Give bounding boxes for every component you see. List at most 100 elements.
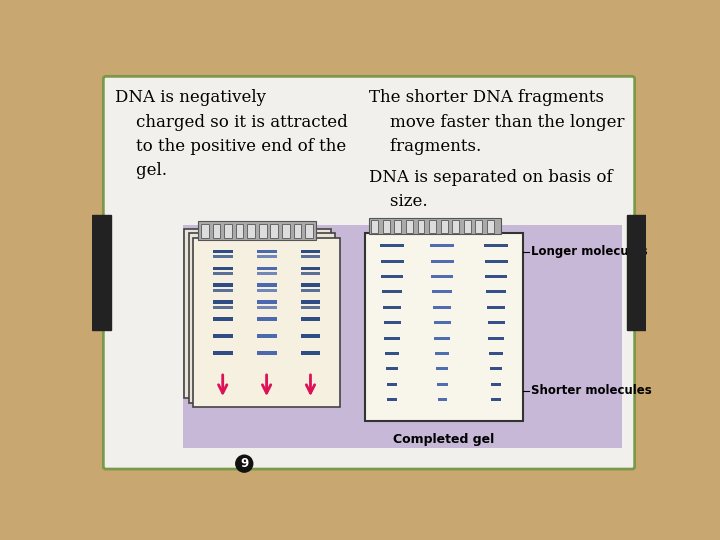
Bar [432,291,452,294]
Text: Longer molecules: Longer molecules [531,245,647,259]
Bar [294,224,301,238]
Bar [92,215,111,330]
Bar [435,352,449,355]
Bar [213,318,233,321]
Bar [384,321,400,325]
Bar [441,220,448,233]
Text: DNA is separated on basis of
    size.: DNA is separated on basis of size. [369,168,613,210]
Bar [248,224,255,238]
Bar [301,351,320,355]
Bar [184,229,330,398]
Bar [436,367,449,370]
Bar [213,300,233,304]
Bar [384,336,400,340]
Bar [383,306,401,309]
Bar [485,275,507,278]
Bar [387,398,397,401]
Bar [301,300,320,304]
Bar [257,284,276,287]
Bar [183,225,621,448]
Bar [301,334,320,338]
Bar [212,224,220,238]
Text: 9: 9 [240,457,248,470]
Bar [434,336,450,340]
Bar [433,306,451,309]
Bar [194,238,340,408]
Bar [383,220,390,233]
Bar [213,334,233,338]
Bar [213,284,233,287]
Bar [431,260,454,262]
Bar [189,233,335,403]
Bar [381,260,404,262]
Bar [490,383,501,386]
Bar [385,352,399,355]
Bar [301,267,320,271]
Bar [213,249,233,253]
Bar [213,255,233,258]
Bar [379,244,405,247]
Bar [484,244,508,247]
Bar [487,306,505,309]
Bar [395,220,401,233]
Bar [257,300,276,304]
FancyBboxPatch shape [104,76,634,469]
Bar [257,334,276,338]
Bar [305,224,312,238]
Bar [487,220,494,233]
Bar [627,215,647,330]
Text: DNA is negatively
    charged so it is attracted
    to the positive end of the
: DNA is negatively charged so it is attra… [115,90,348,179]
Bar [365,233,523,421]
Bar [452,220,459,233]
Bar [369,218,500,234]
Bar [487,321,505,325]
Bar [257,255,276,258]
Bar [437,383,448,386]
Bar [490,367,503,370]
Circle shape [235,455,253,472]
Bar [257,267,276,271]
Bar [235,224,243,238]
Bar [213,351,233,355]
Bar [198,221,316,240]
Bar [464,220,471,233]
Bar [201,224,209,238]
Bar [485,260,508,262]
Bar [372,220,378,233]
Bar [431,275,453,278]
Bar [301,289,320,292]
Bar [257,351,276,355]
Bar [257,289,276,292]
Bar [257,249,276,253]
Bar [488,336,504,340]
Bar [259,224,266,238]
Bar [418,220,425,233]
Bar [213,267,233,271]
Bar [301,318,320,321]
Bar [301,306,320,309]
Bar [406,220,413,233]
Bar [475,220,482,233]
Bar [213,289,233,292]
Bar [301,249,320,253]
Bar [489,352,503,355]
Text: The shorter DNA fragments
    move faster than the longer
    fragments.: The shorter DNA fragments move faster th… [369,90,624,155]
Text: Completed gel: Completed gel [393,433,495,446]
Bar [257,318,276,321]
Bar [282,224,289,238]
Bar [438,398,447,401]
Bar [430,244,454,247]
Bar [213,272,233,275]
Bar [387,383,397,386]
Bar [301,255,320,258]
Bar [433,321,451,325]
Text: Shorter molecules: Shorter molecules [531,384,652,397]
Bar [382,275,403,278]
Bar [224,224,232,238]
Bar [492,398,500,401]
Bar [257,306,276,309]
Bar [301,272,320,275]
Bar [213,306,233,309]
Bar [429,220,436,233]
Bar [257,272,276,275]
